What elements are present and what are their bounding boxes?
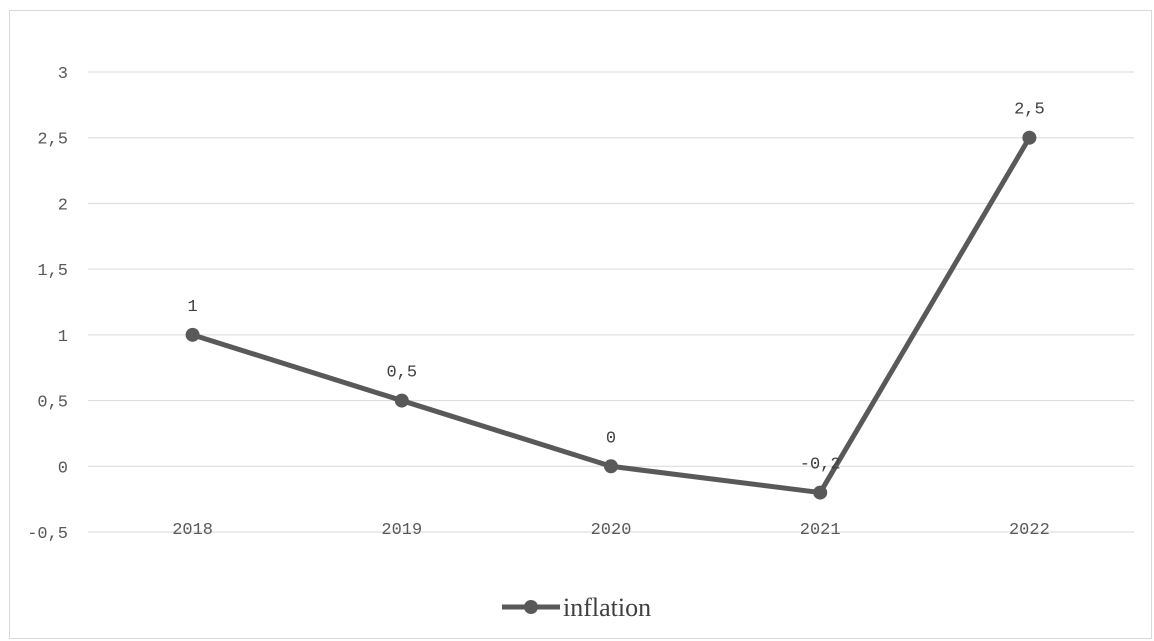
y-tick-label: 1,5 bbox=[37, 262, 68, 281]
y-axis-ticks: 3 2,5 2 1,5 1 0,5 0 -0,5 bbox=[27, 65, 68, 544]
legend-point-marker bbox=[524, 600, 538, 614]
y-tick-label: 2,5 bbox=[37, 131, 68, 150]
y-tick-label: 0,5 bbox=[37, 394, 68, 413]
data-point bbox=[604, 459, 618, 474]
y-tick-label: 1 bbox=[58, 328, 68, 347]
y-tick-label: 2 bbox=[58, 196, 68, 215]
x-tick-label: 2022 bbox=[1009, 521, 1050, 540]
legend: inflation bbox=[502, 593, 651, 622]
data-point bbox=[185, 327, 200, 342]
chart-frame bbox=[9, 10, 1152, 639]
x-tick-label: 2018 bbox=[172, 521, 213, 540]
x-axis-ticks: 2018 2019 2020 2021 2022 bbox=[172, 521, 1050, 540]
y-tick-label: 0 bbox=[58, 459, 68, 478]
data-point bbox=[1022, 130, 1037, 145]
data-label: 0,5 bbox=[386, 364, 417, 383]
x-tick-label: 2020 bbox=[591, 521, 632, 540]
data-label: -0,2 bbox=[800, 456, 841, 475]
data-labels: 1 0,5 0 -0,2 2,5 bbox=[187, 101, 1044, 475]
data-label: 1 bbox=[187, 298, 197, 317]
series-group bbox=[185, 130, 1037, 500]
legend-label-inflation: inflation bbox=[563, 593, 651, 622]
data-label: 0 bbox=[606, 429, 616, 448]
y-tick-label: 3 bbox=[58, 65, 68, 84]
data-point bbox=[813, 485, 828, 500]
gridlines bbox=[88, 71, 1134, 533]
x-tick-label: 2021 bbox=[800, 521, 841, 540]
y-tick-label: -0,5 bbox=[27, 525, 68, 544]
data-point bbox=[394, 393, 409, 408]
data-label: 2,5 bbox=[1014, 101, 1045, 120]
x-tick-label: 2019 bbox=[381, 521, 422, 540]
